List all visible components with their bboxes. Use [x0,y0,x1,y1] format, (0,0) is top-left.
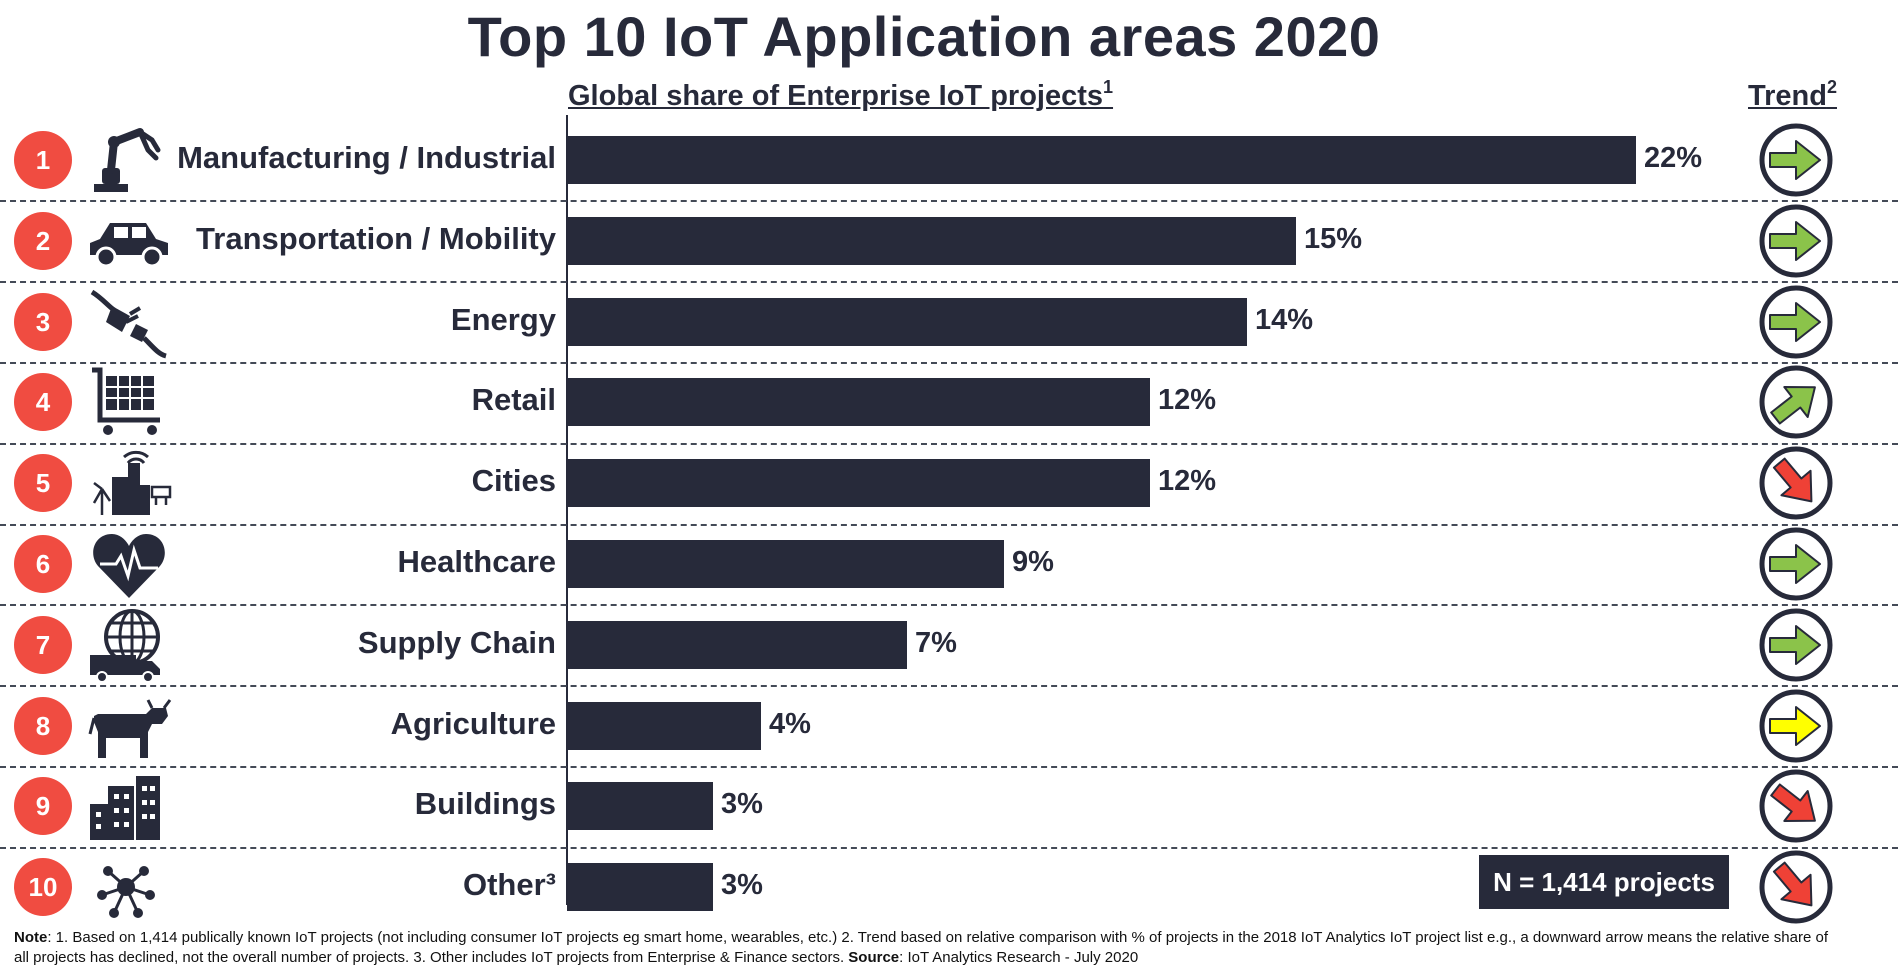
trend-header-text: Trend [1748,80,1827,112]
trend-arrow-icon [1759,365,1833,439]
trend-arrow-icon [1759,204,1833,278]
row-separator [0,362,1898,364]
heart-pulse-icon [93,534,165,598]
rank-badge: 4 [14,373,72,432]
note-text: : 1. Based on 1,414 publically known IoT… [14,929,1828,966]
row-separator [0,443,1898,445]
data-label: 4% [769,707,811,740]
category-label: Other³ [463,867,556,903]
source-label: Source [848,949,900,966]
row-separator [0,604,1898,606]
sample-size-box: N = 1,414 projects [1479,855,1729,909]
bar [567,136,1636,184]
data-label: 7% [915,626,957,659]
footnote: Note: 1. Based on 1,414 publically known… [14,928,1844,968]
data-label: 3% [721,788,763,821]
trend-arrow-icon [1759,608,1833,682]
smart-city-icon [92,451,172,516]
category-label: Buildings [414,786,556,822]
bar [567,540,1004,588]
rank-badge: 9 [14,777,72,836]
category-label: Agriculture [390,705,556,741]
bar [567,701,761,750]
trend-arrow-icon [1759,850,1833,924]
row-separator [0,524,1898,526]
rank-badge: 1 [14,131,72,189]
category-label: Energy [450,301,556,337]
axis-title-text: Global share of Enterprise IoT projects [568,80,1104,112]
trend-column-header: Trend2 [1748,77,1837,113]
row-separator [0,847,1898,849]
category-label: Retail [471,382,556,418]
trend-arrow-icon [1759,123,1833,197]
bar [567,297,1247,346]
category-label: Supply Chain [357,624,556,660]
data-label: 3% [721,869,763,902]
category-label: Healthcare [397,544,556,579]
axis-title: Global share of Enterprise IoT projects1 [568,77,1114,113]
car-icon [90,222,168,268]
rank-badge: 3 [14,292,72,351]
row-separator [0,200,1898,202]
rank-badge: 7 [14,615,72,674]
trend-arrow-icon [1759,689,1833,763]
cow-icon [88,698,172,758]
bar [567,782,713,831]
trend-header-footnote: 2 [1826,77,1837,97]
data-label: 12% [1158,465,1217,498]
note-label: Note [14,929,48,946]
row-separator [0,281,1898,283]
category-label: Cities [471,463,556,499]
chart-title: Top 10 IoT Application areas 2020 [467,5,1381,68]
row-separator [0,685,1898,687]
source-text: : IoT Analytics Research - July 2020 [899,949,1139,966]
data-label: 9% [1012,546,1054,578]
rank-badge: 5 [14,454,72,513]
trend-arrow-icon [1759,769,1833,843]
bar [567,459,1150,508]
trend-arrow-icon [1759,527,1833,601]
bar [567,378,1150,427]
plug-icon [90,289,167,359]
shopping-cart-icon [92,367,160,436]
globe-truck-icon [90,608,160,683]
data-label: 12% [1158,384,1217,417]
rank-badge: 2 [14,211,72,270]
rank-badge: 6 [14,535,72,593]
buildings-icon [90,776,160,841]
data-label: 22% [1644,142,1703,174]
category-label: Transportation / Mobility [196,220,556,256]
category-label: Manufacturing / Industrial [177,140,556,175]
robot-arm-icon [94,128,161,192]
data-label: 15% [1304,222,1363,255]
trend-arrow-icon [1759,446,1833,520]
row-separator [0,766,1898,768]
network-hub-icon [97,866,155,919]
bar [567,863,713,912]
rank-badge: 8 [14,696,72,755]
data-label: 14% [1255,303,1314,336]
value-axis-line [566,115,568,905]
axis-title-footnote: 1 [1103,77,1114,97]
bar [567,620,907,669]
rank-badge: 10 [14,858,72,917]
trend-arrow-icon [1759,285,1833,359]
bar [567,216,1296,265]
